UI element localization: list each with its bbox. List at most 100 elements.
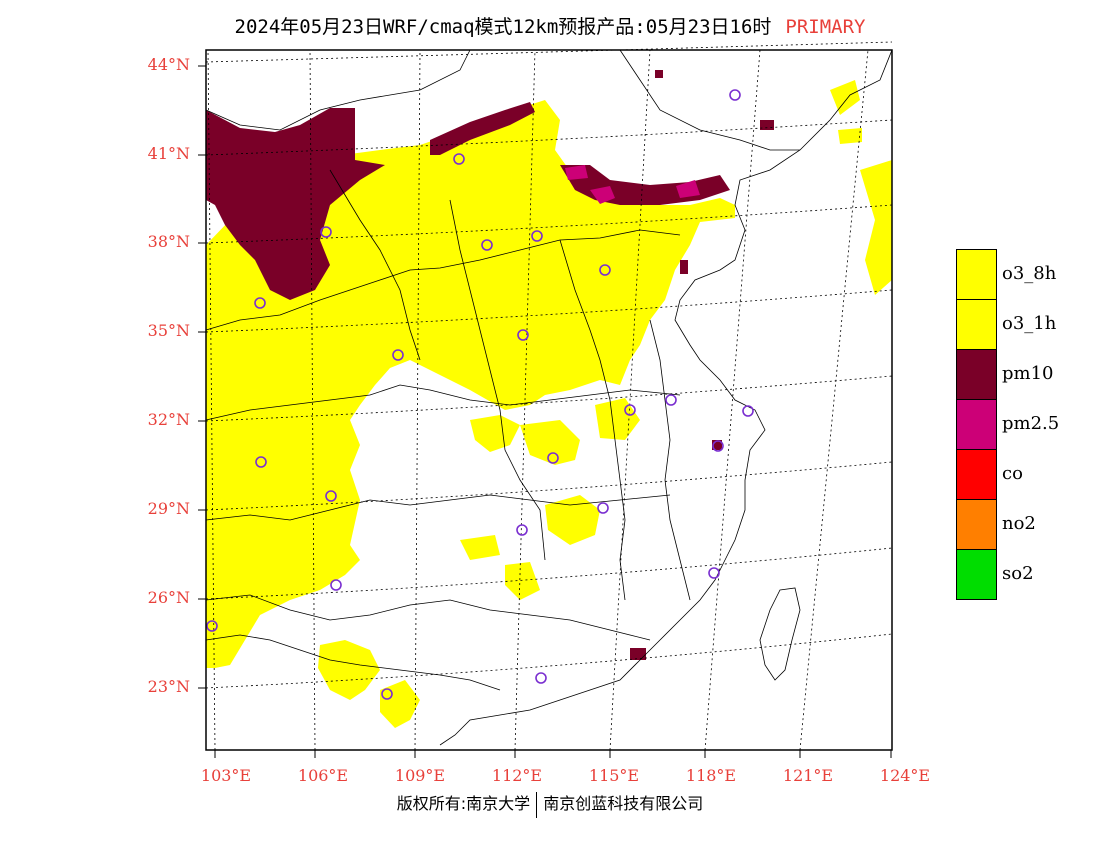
o3-field-central4	[460, 535, 500, 560]
footer-separator	[536, 791, 538, 818]
o3-field-central2	[520, 420, 580, 465]
station-markers	[206, 89, 754, 700]
graticule-lon	[207, 49, 216, 751]
lon-label: 121°E	[782, 766, 834, 785]
province-line	[329, 169, 421, 361]
graticule	[205, 41, 893, 751]
o3-field-central	[470, 415, 520, 452]
title-tag: PRIMARY	[785, 16, 866, 38]
legend-swatch	[956, 399, 997, 450]
graticule-lon	[799, 49, 869, 751]
pm10-speck	[680, 260, 688, 274]
legend-swatch	[956, 249, 997, 300]
station-marker[interactable]	[392, 349, 404, 361]
station-marker[interactable]	[517, 329, 529, 341]
graticule-lon	[309, 49, 316, 751]
legend-label: o3_8h	[1002, 263, 1057, 284]
o3-field-ne3	[838, 128, 862, 144]
province-line	[205, 594, 651, 641]
legend-label: so2	[1002, 563, 1034, 584]
border-northeast	[619, 49, 800, 151]
graticule-lon	[414, 49, 421, 751]
o3-field-ne2	[860, 160, 892, 295]
lat-label: 32°N	[147, 410, 190, 429]
graticule-lat	[205, 461, 893, 511]
station-marker[interactable]	[742, 405, 754, 417]
station-marker[interactable]	[325, 490, 337, 502]
legend-label: co	[1002, 463, 1023, 484]
lon-label: 106°E	[297, 766, 349, 785]
lon-label: 103°E	[200, 766, 252, 785]
station-marker[interactable]	[665, 394, 677, 406]
graticule-lat	[205, 633, 893, 689]
map-title: 2024年05月23日WRF/cmaq模式12km预报产品:05月23日16时 P…	[0, 12, 1100, 39]
legend-label: pm2.5	[1002, 413, 1060, 434]
lat-label: 26°N	[147, 588, 190, 607]
lat-label: 23°N	[147, 677, 190, 696]
pm10-field-north	[430, 102, 535, 155]
pm10-field-northwest	[206, 108, 385, 300]
o3-field-central3	[545, 495, 600, 545]
lon-label: 118°E	[685, 766, 737, 785]
copyright-footer: 版权所有:南京大学 南京创蓝科技有限公司	[0, 790, 1100, 818]
pm10-speck	[712, 440, 722, 450]
graticule-lon	[609, 49, 651, 751]
lat-label: 29°N	[147, 499, 190, 518]
lat-label: 38°N	[147, 232, 190, 251]
legend-swatch	[956, 449, 997, 500]
pm25-field-3	[565, 165, 588, 180]
station-marker[interactable]	[206, 620, 218, 632]
copyright-left: 版权所有:南京大学	[396, 794, 531, 813]
station-marker[interactable]	[708, 567, 720, 579]
graticule-lon	[704, 49, 761, 751]
province-line	[559, 239, 626, 601]
lat-label: 35°N	[147, 321, 190, 340]
station-marker[interactable]	[729, 89, 741, 101]
legend-swatch	[956, 349, 997, 400]
station-marker[interactable]	[547, 452, 559, 464]
o3-field-south	[318, 640, 380, 700]
province-line	[649, 319, 691, 601]
province-line	[449, 199, 546, 561]
lon-label: 109°E	[394, 766, 446, 785]
station-marker[interactable]	[255, 456, 267, 468]
province-line	[205, 634, 501, 691]
o3-field-main	[206, 100, 735, 668]
pm10-speck	[655, 70, 663, 78]
graticule-lat	[205, 547, 893, 600]
station-marker[interactable]	[320, 226, 332, 238]
station-marker[interactable]	[624, 404, 636, 416]
map-frame	[205, 49, 893, 751]
station-marker[interactable]	[597, 502, 609, 514]
taiwan-outline	[759, 587, 801, 681]
station-marker[interactable]	[381, 688, 393, 700]
legend-label: pm10	[1002, 363, 1054, 384]
province-line	[205, 229, 681, 331]
station-marker[interactable]	[330, 579, 342, 591]
province-line	[205, 494, 671, 521]
station-marker[interactable]	[531, 230, 543, 242]
station-marker[interactable]	[516, 524, 528, 536]
lat-label: 41°N	[147, 144, 190, 163]
graticule-lat	[205, 375, 893, 422]
lon-label: 115°E	[588, 766, 640, 785]
lat-label: 44°N	[147, 55, 190, 74]
province-line	[205, 384, 681, 421]
border-north	[205, 49, 471, 131]
o3-field-central5	[505, 562, 540, 600]
station-marker[interactable]	[599, 264, 611, 276]
pm10-speck	[630, 648, 646, 660]
lon-label: 112°E	[491, 766, 543, 785]
legend-swatch	[956, 299, 997, 350]
pm10-speck	[760, 120, 774, 130]
pm25-field-1	[590, 186, 615, 204]
station-marker[interactable]	[712, 440, 724, 452]
station-marker[interactable]	[254, 297, 266, 309]
o3-field-south2	[380, 680, 420, 728]
title-text: 2024年05月23日WRF/cmaq模式12km预报产品:05月23日16时	[234, 16, 772, 38]
station-marker[interactable]	[453, 153, 465, 165]
legend-swatch	[956, 499, 997, 550]
station-marker[interactable]	[535, 672, 547, 684]
station-marker[interactable]	[481, 239, 493, 251]
